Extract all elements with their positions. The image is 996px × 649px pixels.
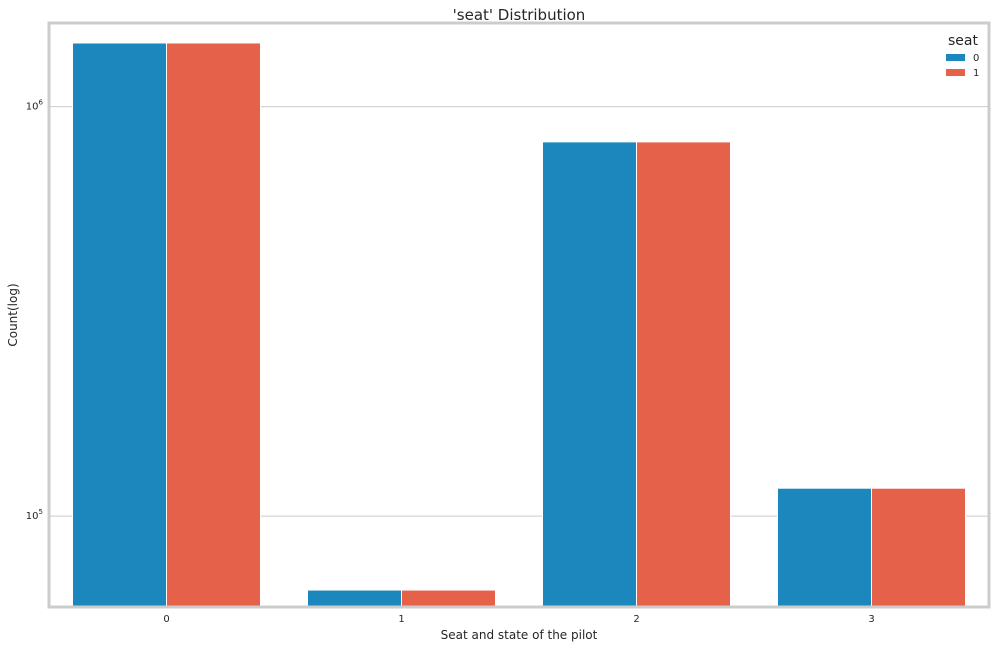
legend: seat 0 1: [946, 33, 979, 79]
y-axis-label: Count(log): [6, 283, 20, 346]
bars: [72, 42, 966, 608]
legend-entry: 0: [973, 53, 979, 64]
x-tick-label: 1: [398, 614, 404, 625]
legend-entry: 1: [973, 68, 979, 79]
y-ticks: 105 106: [26, 99, 44, 523]
bar-seat-1-cat-1: [401, 589, 496, 608]
bar-seat-1-cat-0: [166, 42, 261, 608]
bar-seat-1-cat-3: [871, 487, 966, 608]
plot-frame: [47, 21, 991, 609]
legend-title: seat: [948, 33, 978, 49]
y-tick-label: 106: [26, 99, 44, 113]
x-tick-label: 2: [633, 614, 639, 625]
bar-seat-0-cat-3: [777, 487, 872, 608]
bar-seat-1-cat-2: [636, 141, 731, 608]
y-tick-label: 105: [26, 508, 43, 522]
x-tick-label: 0: [163, 614, 169, 625]
legend-swatch: [946, 54, 965, 61]
bar-seat-0-cat-2: [542, 141, 637, 608]
x-ticks: 0 1 2 3: [163, 614, 874, 625]
x-axis-label: Seat and state of the pilot: [441, 628, 598, 642]
legend-swatch: [946, 69, 965, 76]
bar-seat-0-cat-1: [307, 589, 402, 608]
x-tick-label: 3: [868, 614, 874, 625]
bar-seat-0-cat-0: [72, 42, 167, 608]
chart-title: 'seat' Distribution: [453, 6, 586, 24]
